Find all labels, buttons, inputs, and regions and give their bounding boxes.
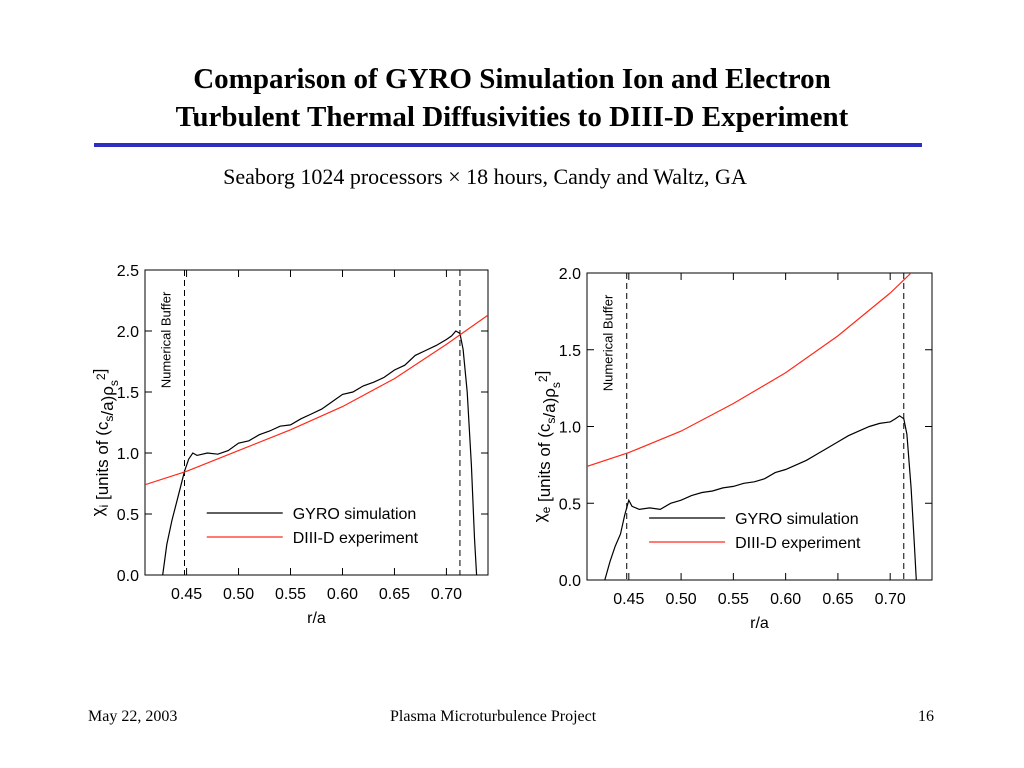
y-axis-label-part: /a)ρ xyxy=(540,388,559,418)
legend-label: GYRO simulation xyxy=(293,506,417,523)
legend-label: GYRO simulation xyxy=(735,511,859,528)
y-axis-label-part: [units of (c xyxy=(93,421,112,505)
y-axis-label-part: ] xyxy=(90,369,109,374)
legend-label: DIII-D experiment xyxy=(735,535,861,552)
x-tick-label: 0.60 xyxy=(770,591,801,608)
y-axis-label-part: 2 xyxy=(94,373,108,380)
y-axis-label-part: s xyxy=(544,418,558,424)
y-axis-label-part: 2 xyxy=(536,375,550,382)
slide-title-line2: Turbulent Thermal Diffusivities to DIII-… xyxy=(175,101,849,133)
x-axis-label: r/a xyxy=(307,610,326,627)
y-tick-label: 2.5 xyxy=(117,263,139,280)
y-tick-label: 1.0 xyxy=(117,446,139,463)
y-axis-label-part: ] xyxy=(532,371,551,376)
y-tick-label: 0.5 xyxy=(559,496,581,513)
plot-frame xyxy=(586,272,933,581)
y-axis-label: χi [units of (cs/a)ρs2] xyxy=(88,369,121,517)
gyro-simulation-line xyxy=(162,330,478,575)
gyro-simulation-line xyxy=(604,415,917,580)
y-axis-label-part: s xyxy=(549,382,563,388)
x-tick-label: 0.50 xyxy=(223,586,254,603)
y-axis-label-part: χ xyxy=(530,513,549,522)
numerical-buffer-label: Numerical Buffer xyxy=(601,294,616,391)
x-tick-label: 0.65 xyxy=(822,591,853,608)
x-tick-label: 0.70 xyxy=(875,591,906,608)
y-axis-label-part: χ xyxy=(88,507,107,516)
x-tick-label: 0.65 xyxy=(379,586,410,603)
y-tick-label: 0.0 xyxy=(559,573,581,590)
x-tick-label: 0.45 xyxy=(171,586,202,603)
y-tick-label: 0.5 xyxy=(117,507,139,524)
y-tick-label: 1.0 xyxy=(559,420,581,437)
x-tick-label: 0.55 xyxy=(718,591,749,608)
legend-label: DIII-D experiment xyxy=(293,530,419,547)
y-tick-label: 0.0 xyxy=(117,568,139,585)
diii-d-experiment-line xyxy=(145,314,488,486)
y-tick-label: 1.5 xyxy=(559,343,581,360)
x-tick-label: 0.70 xyxy=(431,586,462,603)
footer-project: Plasma Microturbulence Project xyxy=(390,708,597,725)
y-tick-label: 1.5 xyxy=(117,385,139,402)
plot-frame xyxy=(144,269,489,576)
y-axis-label-part: /a)ρ xyxy=(98,386,117,416)
y-axis-label-part: s xyxy=(102,416,116,422)
numerical-buffer-label: Numerical Buffer xyxy=(158,291,173,388)
y-tick-label: 2.0 xyxy=(117,324,139,341)
y-tick-label: 2.0 xyxy=(559,266,581,283)
slide-title-line1: Comparison of GYRO Simulation Ion and El… xyxy=(193,63,831,95)
y-axis-label-part: s xyxy=(107,380,121,386)
x-tick-label: 0.55 xyxy=(275,586,306,603)
y-axis-label: χe [units of (cs/a)ρs2] xyxy=(530,371,563,523)
slide-subtitle: Seaborg 1024 processors × 18 hours, Cand… xyxy=(223,164,747,189)
x-tick-label: 0.45 xyxy=(613,591,644,608)
slide-title: Comparison of GYRO Simulation Ion and El… xyxy=(0,60,1024,136)
title-divider xyxy=(94,143,922,147)
y-axis-label-part: e xyxy=(539,506,553,513)
x-tick-label: 0.50 xyxy=(666,591,697,608)
x-axis-label: r/a xyxy=(750,615,769,632)
y-axis-label-part: i xyxy=(97,505,111,508)
y-axis-label-part: [units of (c xyxy=(535,423,554,507)
footer-date: May 22, 2003 xyxy=(88,708,178,725)
diii-d-experiment-line xyxy=(587,273,912,467)
x-tick-label: 0.60 xyxy=(327,586,358,603)
footer-page-number: 16 xyxy=(918,708,934,725)
